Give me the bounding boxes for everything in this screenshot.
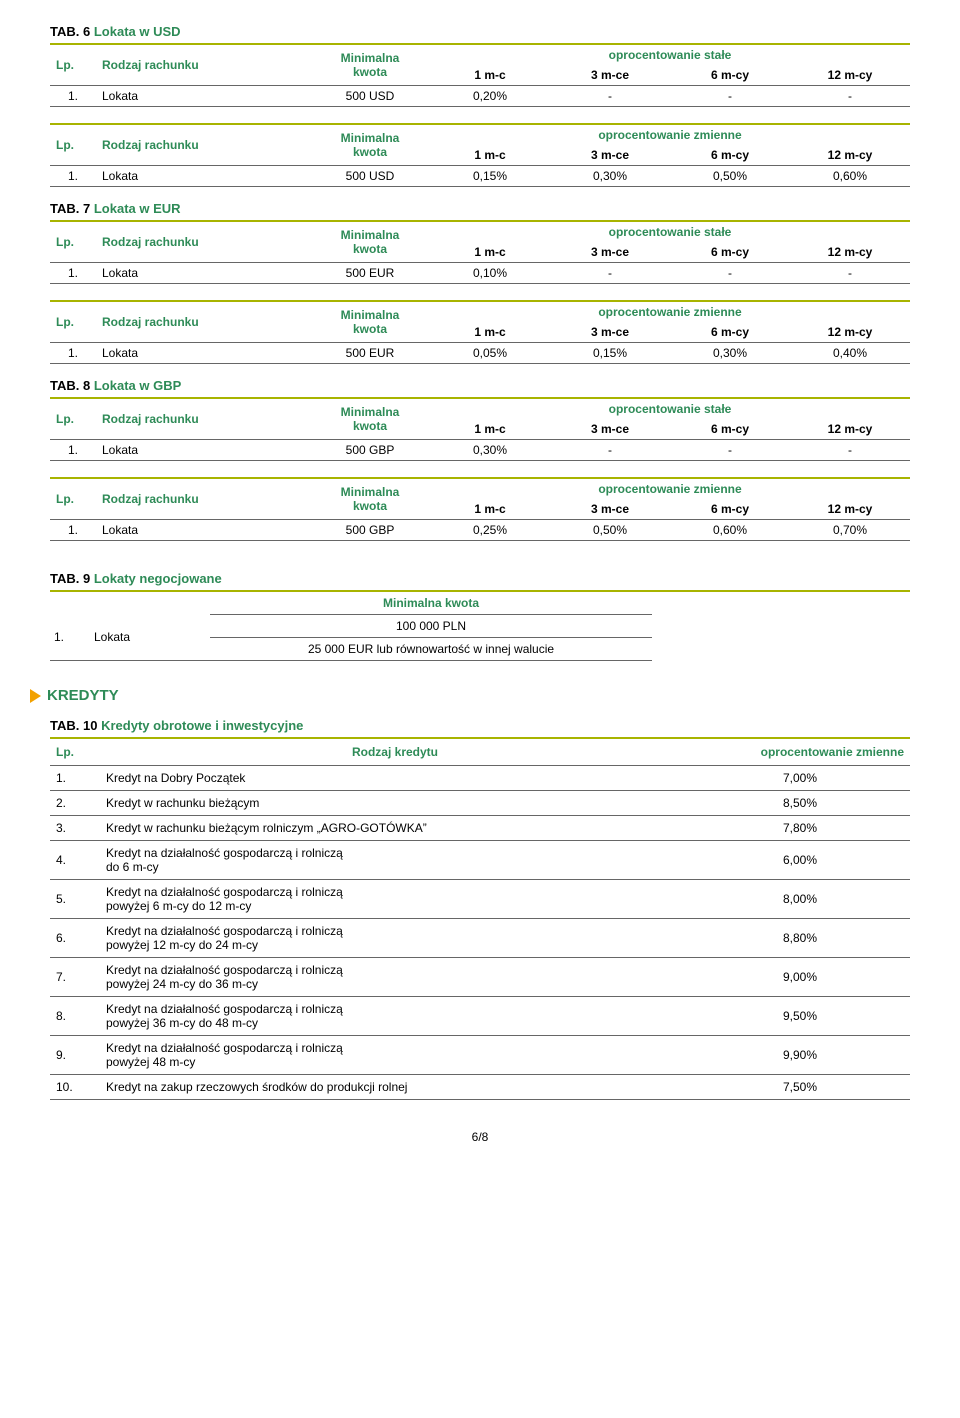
table-row: 10.Kredyt na zakup rzeczowych środków do… (50, 1075, 910, 1100)
kredyty-heading: KREDYTY (30, 687, 910, 704)
tab10-table: Lp. Rodzaj kredytu oprocentowanie zmienn… (50, 739, 910, 1100)
table-row: 7.Kredyt na działalność gospodarczą i ro… (50, 958, 910, 997)
tab7-title: TAB. 7 Lokata w EUR (50, 201, 910, 216)
table-row: 8.Kredyt na działalność gospodarczą i ro… (50, 997, 910, 1036)
tab6-stale: Lp. Rodzaj rachunku Minimalnakwota oproc… (50, 45, 910, 107)
table-row: 9.Kredyt na działalność gospodarczą i ro… (50, 1036, 910, 1075)
table-row: 4.Kredyt na działalność gospodarczą i ro… (50, 841, 910, 880)
table-row: 1.Kredyt na Dobry Początek7,00% (50, 766, 910, 791)
tab8-title: TAB. 8 Lokata w GBP (50, 378, 910, 393)
tab7-stale: Lp. Rodzaj rachunku Minimalnakwota oproc… (50, 222, 910, 284)
tab9-title: TAB. 9 Lokaty negocjowane (50, 571, 910, 586)
tab8-zmienne: Lp. Rodzaj rachunku Minimalnakwota oproc… (50, 479, 910, 541)
table-row: 3.Kredyt w rachunku bieżącym rolniczym „… (50, 816, 910, 841)
tab10-title: TAB. 10 Kredyty obrotowe i inwestycyjne (50, 718, 910, 733)
tab9-table: Minimalna kwota 1. Lokata 100 000 PLN 25… (50, 592, 652, 661)
triangle-icon (30, 689, 41, 703)
table-row: 2.Kredyt w rachunku bieżącym8,50% (50, 791, 910, 816)
tab7-zmienne: Lp. Rodzaj rachunku Minimalnakwota oproc… (50, 302, 910, 364)
tab6-title: TAB. 6 Lokata w USD (50, 24, 910, 39)
page-number: 6/8 (50, 1130, 910, 1144)
table-row: 5.Kredyt na działalność gospodarczą i ro… (50, 880, 910, 919)
tab6-zmienne: Lp. Rodzaj rachunku Minimalnakwota oproc… (50, 125, 910, 187)
table-row: 6.Kredyt na działalność gospodarczą i ro… (50, 919, 910, 958)
tab8-stale: Lp. Rodzaj rachunku Minimalnakwota oproc… (50, 399, 910, 461)
